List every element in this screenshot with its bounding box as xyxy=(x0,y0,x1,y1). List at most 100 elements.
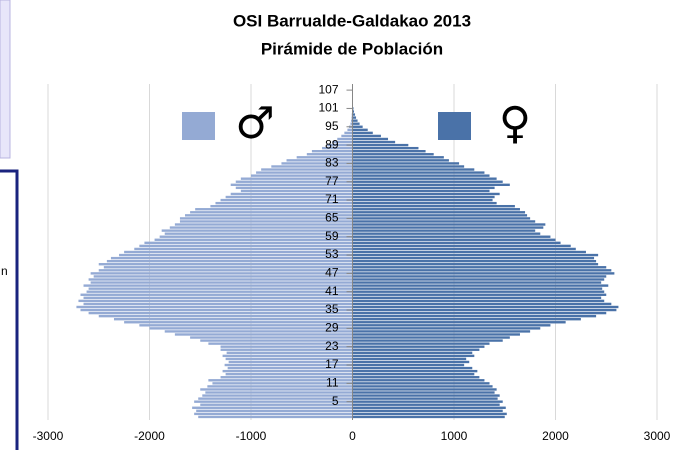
bar xyxy=(352,314,597,318)
x-tick-label: 2000 xyxy=(542,429,569,443)
bar xyxy=(352,165,465,168)
bar xyxy=(352,336,510,339)
bar xyxy=(286,159,353,162)
y-tick-label: 41 xyxy=(325,284,339,298)
bar xyxy=(110,256,353,260)
bar xyxy=(261,168,353,171)
bar xyxy=(174,333,353,336)
bar xyxy=(225,195,353,199)
y-tick-label: 11 xyxy=(326,376,339,390)
bar xyxy=(352,357,467,361)
bar xyxy=(352,211,526,214)
bar xyxy=(124,321,353,324)
bar xyxy=(240,177,353,180)
y-tick-label: 23 xyxy=(325,339,339,353)
bar xyxy=(222,369,353,373)
bar xyxy=(281,162,353,165)
bar xyxy=(352,278,605,281)
chart-title: OSI Barrualde-Galdakao 2013 xyxy=(233,11,471,30)
bar xyxy=(306,153,353,156)
bar xyxy=(352,369,478,373)
bar xyxy=(332,140,353,144)
bar xyxy=(256,171,353,174)
bar xyxy=(230,183,353,186)
bar xyxy=(352,171,485,174)
bar xyxy=(352,333,520,336)
bar xyxy=(352,321,566,324)
bar xyxy=(83,302,353,306)
bar xyxy=(179,220,353,223)
bar xyxy=(227,366,353,370)
legend-swatch xyxy=(182,112,215,140)
bar xyxy=(352,391,495,394)
bar xyxy=(90,272,353,275)
bar xyxy=(352,366,473,370)
bar xyxy=(352,128,368,132)
bar xyxy=(352,143,409,147)
bar xyxy=(352,263,599,266)
y-tick-label: 95 xyxy=(325,119,339,133)
bar xyxy=(352,250,586,254)
y-tick-label: 47 xyxy=(325,266,339,280)
bar xyxy=(352,351,473,354)
side-panel xyxy=(0,0,11,159)
bar xyxy=(134,247,353,251)
bar xyxy=(192,406,353,409)
bar xyxy=(202,394,353,397)
bar xyxy=(352,223,546,226)
bar xyxy=(352,318,581,321)
bar xyxy=(352,122,360,125)
bar xyxy=(352,354,475,358)
bar xyxy=(210,204,353,208)
bar xyxy=(271,165,353,168)
bar xyxy=(174,223,353,226)
bar xyxy=(311,150,353,153)
bar xyxy=(352,183,510,186)
bar xyxy=(179,217,353,220)
bar xyxy=(80,293,353,296)
bar xyxy=(80,308,353,312)
bar xyxy=(352,275,607,278)
x-tick-label: 3000 xyxy=(644,429,671,443)
bar xyxy=(154,238,353,241)
chart-subtitle: Pirámide de Población xyxy=(261,39,443,58)
bar xyxy=(113,318,353,321)
bar xyxy=(352,339,503,342)
bar xyxy=(212,382,353,385)
bar xyxy=(352,198,493,202)
y-tick-label: 35 xyxy=(325,302,339,316)
bar xyxy=(352,238,556,241)
bar xyxy=(352,394,500,397)
bar xyxy=(352,226,544,229)
bar xyxy=(352,360,470,364)
bar xyxy=(235,186,353,190)
bar xyxy=(220,345,353,348)
legend-swatch xyxy=(438,112,471,140)
bar xyxy=(207,385,353,388)
bar xyxy=(76,305,353,309)
bar xyxy=(352,293,607,296)
bar xyxy=(220,348,353,351)
y-tick-label: 101 xyxy=(318,101,338,115)
bar xyxy=(352,177,497,180)
bar xyxy=(352,397,498,400)
bar xyxy=(352,327,541,330)
bar xyxy=(352,235,551,238)
bar xyxy=(352,247,576,251)
bar xyxy=(344,131,353,135)
bar xyxy=(235,180,353,183)
bar xyxy=(352,241,561,245)
y-tick-label: 65 xyxy=(325,211,339,225)
bar xyxy=(352,406,506,409)
bar xyxy=(352,372,475,376)
y-tick-label: 71 xyxy=(325,192,339,206)
bar xyxy=(224,363,353,367)
y-tick-label: 17 xyxy=(325,357,339,371)
bar xyxy=(337,137,353,141)
bar xyxy=(352,192,500,196)
bar xyxy=(352,180,503,183)
bar xyxy=(78,299,353,303)
bar xyxy=(352,150,426,153)
bar xyxy=(352,415,505,419)
bar xyxy=(220,376,353,379)
